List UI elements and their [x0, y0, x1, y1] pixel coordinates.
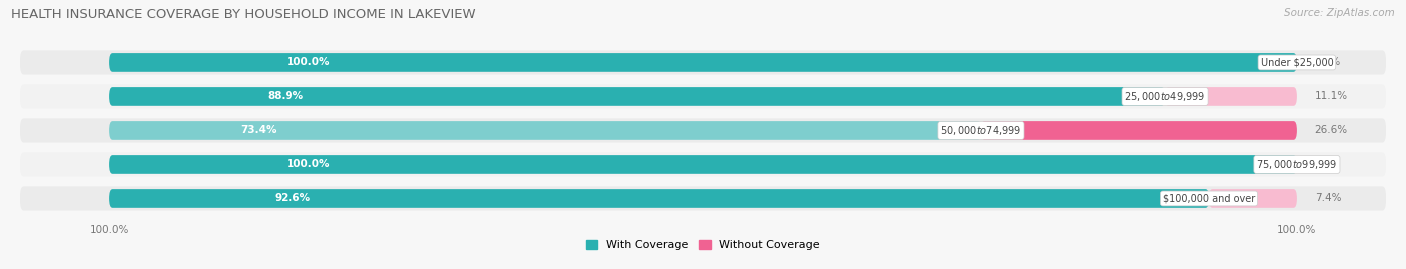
FancyBboxPatch shape [20, 186, 1386, 211]
FancyBboxPatch shape [20, 153, 1386, 176]
Text: 100.0%: 100.0% [287, 160, 330, 169]
Text: $75,000 to $99,999: $75,000 to $99,999 [1257, 158, 1337, 171]
Text: 0.0%: 0.0% [1315, 160, 1341, 169]
FancyBboxPatch shape [110, 155, 1296, 174]
Text: 88.9%: 88.9% [267, 91, 304, 101]
Text: 73.4%: 73.4% [240, 125, 277, 136]
FancyBboxPatch shape [110, 53, 1296, 72]
FancyBboxPatch shape [20, 50, 1386, 75]
FancyBboxPatch shape [20, 118, 1386, 143]
FancyBboxPatch shape [110, 121, 981, 140]
Text: Under $25,000: Under $25,000 [1261, 58, 1333, 68]
Text: 100.0%: 100.0% [287, 58, 330, 68]
FancyBboxPatch shape [981, 121, 1296, 140]
Text: $100,000 and over: $100,000 and over [1163, 193, 1256, 203]
Text: $25,000 to $49,999: $25,000 to $49,999 [1125, 90, 1206, 103]
FancyBboxPatch shape [110, 189, 1209, 208]
Text: HEALTH INSURANCE COVERAGE BY HOUSEHOLD INCOME IN LAKEVIEW: HEALTH INSURANCE COVERAGE BY HOUSEHOLD I… [11, 8, 475, 21]
Text: 26.6%: 26.6% [1315, 125, 1348, 136]
Text: 11.1%: 11.1% [1315, 91, 1348, 101]
FancyBboxPatch shape [20, 84, 1386, 108]
FancyBboxPatch shape [110, 87, 1166, 106]
Text: $50,000 to $74,999: $50,000 to $74,999 [941, 124, 1022, 137]
Legend: With Coverage, Without Coverage: With Coverage, Without Coverage [582, 235, 824, 255]
Text: 92.6%: 92.6% [274, 193, 311, 203]
FancyBboxPatch shape [1166, 87, 1296, 106]
Text: Source: ZipAtlas.com: Source: ZipAtlas.com [1284, 8, 1395, 18]
FancyBboxPatch shape [1209, 189, 1296, 208]
Text: 7.4%: 7.4% [1315, 193, 1341, 203]
Text: 0.0%: 0.0% [1315, 58, 1341, 68]
